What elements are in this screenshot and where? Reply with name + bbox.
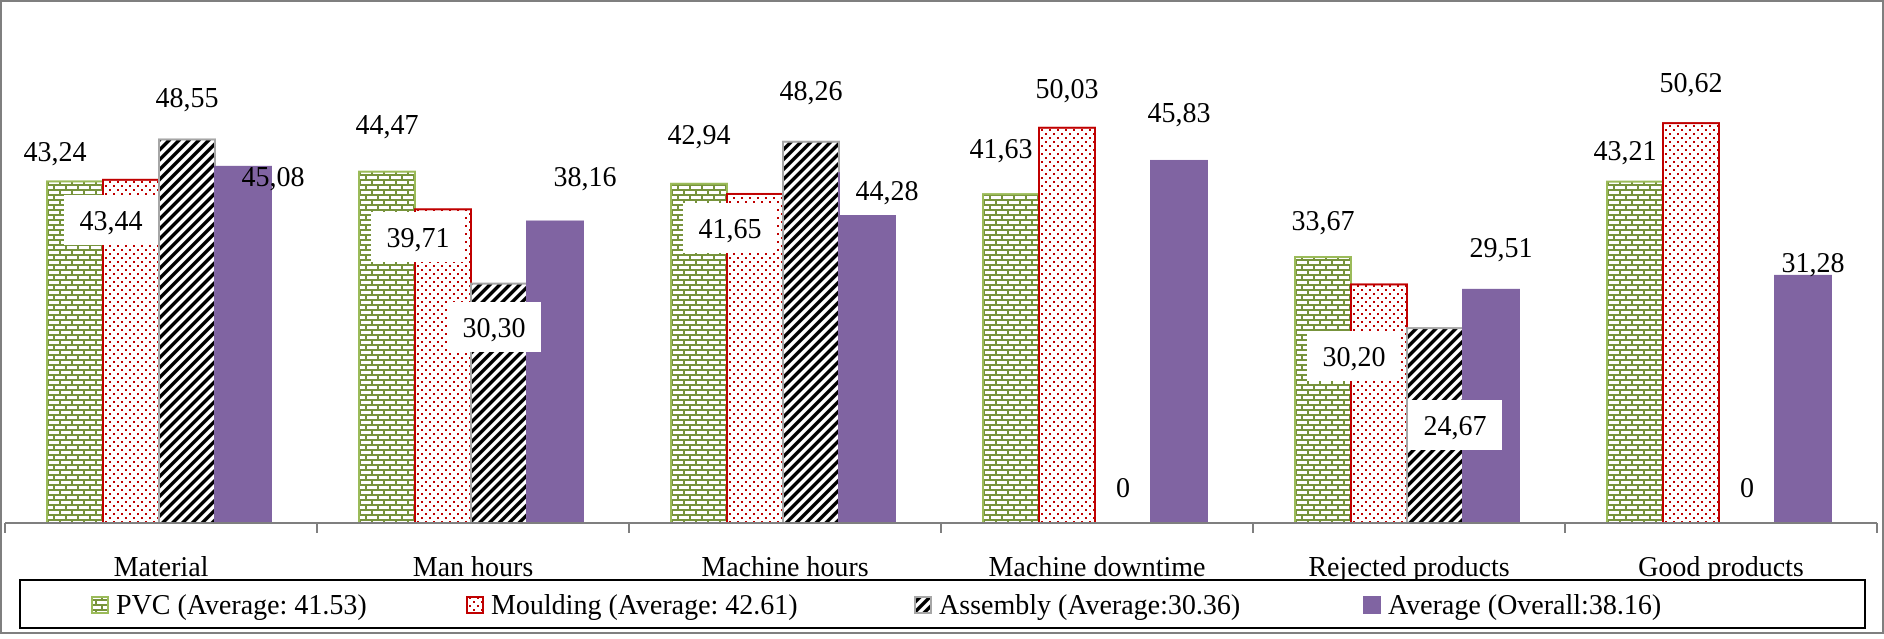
legend-label: Assembly (Average:30.36): [939, 590, 1240, 621]
x-tick-label: Good products: [1638, 552, 1804, 583]
x-tick-label: Rejected products: [1308, 552, 1509, 583]
data-label: 44,47: [356, 110, 419, 141]
data-label-box: [371, 212, 465, 262]
data-label-box: [840, 165, 934, 215]
bar-black-diagonal-2: [782, 140, 840, 524]
data-label: 43,24: [24, 137, 87, 168]
data-label-box: [447, 302, 541, 352]
data-label: 41,65: [699, 214, 762, 245]
data-label: 30,30: [463, 313, 526, 344]
data-label: 33,67: [1292, 206, 1355, 237]
data-label: 0: [1116, 473, 1130, 504]
x-tick-label: Machine hours: [701, 552, 868, 583]
data-label: 43,44: [80, 206, 143, 237]
data-label-box: [1408, 400, 1502, 450]
data-label: 24,67: [1424, 411, 1487, 442]
legend-label: PVC (Average: 41.53): [116, 590, 367, 621]
data-label: 45,08: [242, 162, 305, 193]
data-label: 50,62: [1660, 68, 1723, 99]
bar-red-dots-3: [1038, 126, 1096, 524]
data-label: 42,94: [668, 120, 731, 151]
legend-box: [19, 579, 1866, 629]
legend-label: Moulding (Average: 42.61): [491, 590, 798, 621]
x-tick-label: Machine downtime: [989, 552, 1206, 583]
legend-swatch: [466, 596, 484, 614]
data-label: 29,51: [1470, 233, 1533, 264]
bar-green-bricks-5: [1606, 180, 1664, 525]
data-label-box: [64, 195, 158, 245]
data-label: 0: [1740, 473, 1754, 504]
legend-swatch: [914, 596, 932, 614]
plot-area: Material Man hours Machine hours Machine do…: [4, 68, 1878, 583]
data-label: 50,03: [1036, 74, 1099, 105]
data-label-box: [1307, 331, 1401, 381]
data-label-box: [683, 203, 777, 253]
legend-swatch: [91, 596, 109, 614]
data-label: 48,55: [156, 83, 219, 114]
data-label: 39,71: [387, 223, 450, 254]
data-label: 44,28: [856, 176, 919, 207]
bar-green-bricks-3: [982, 193, 1040, 525]
x-tick-label: Material: [114, 552, 209, 583]
bar-green-bricks-4: [1294, 256, 1352, 524]
bar-red-dots-4: [1350, 283, 1408, 525]
data-label: 41,63: [970, 134, 1033, 165]
legend-swatch: [1363, 596, 1381, 614]
data-label: 30,20: [1323, 342, 1386, 373]
data-label: 48,26: [780, 76, 843, 107]
x-tick-label: Man hours: [413, 552, 534, 583]
bar-solid-5: [1774, 274, 1832, 524]
data-label: 31,28: [1782, 248, 1845, 279]
bar-solid-1: [526, 220, 584, 524]
data-label: 43,21: [1594, 136, 1657, 167]
legend: PVC (Average: 41.53) Moulding (Average: 4…: [19, 579, 1866, 629]
data-label: 45,83: [1148, 98, 1211, 129]
data-label: 38,16: [554, 162, 617, 193]
bar-red-dots-5: [1662, 122, 1720, 525]
legend-label: Average (Overall:38.16): [1388, 590, 1661, 621]
bar-solid-3: [1150, 159, 1208, 524]
bar-solid-0: [214, 165, 272, 524]
bar-black-diagonal-0: [158, 138, 216, 525]
bar-solid-2: [838, 172, 896, 525]
